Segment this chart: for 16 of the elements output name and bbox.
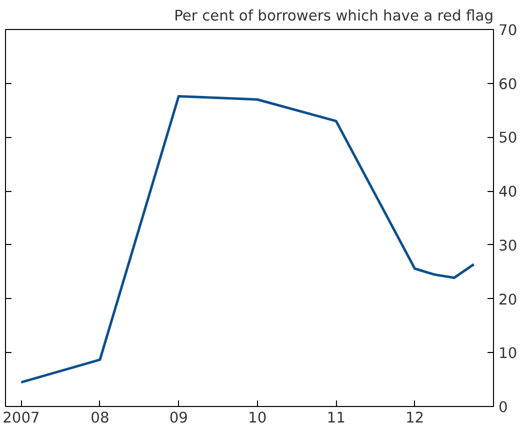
y-tick-label: 40 (498, 184, 518, 201)
x-tick-label: 10 (248, 410, 267, 426)
y-axis-title: Per cent of borrowers which have a red flag (174, 8, 494, 24)
x-tick-label: 11 (326, 410, 346, 426)
line-series (20, 95, 476, 384)
y-tick-label: 70 (498, 22, 518, 39)
y-tick-label: 60 (498, 76, 518, 93)
x-tick-label: 09 (169, 410, 188, 426)
x-tick-label: 2007 (2, 410, 40, 426)
y-tick-label: 30 (498, 237, 518, 254)
x-tick-label: 12 (405, 410, 424, 426)
x-tick-label: 08 (90, 410, 110, 426)
y-tick-label: 20 (498, 291, 518, 308)
y-tick-label: 50 (498, 130, 518, 147)
y-tick-label: 10 (498, 345, 518, 362)
y-tick-label: 0 (498, 399, 508, 416)
